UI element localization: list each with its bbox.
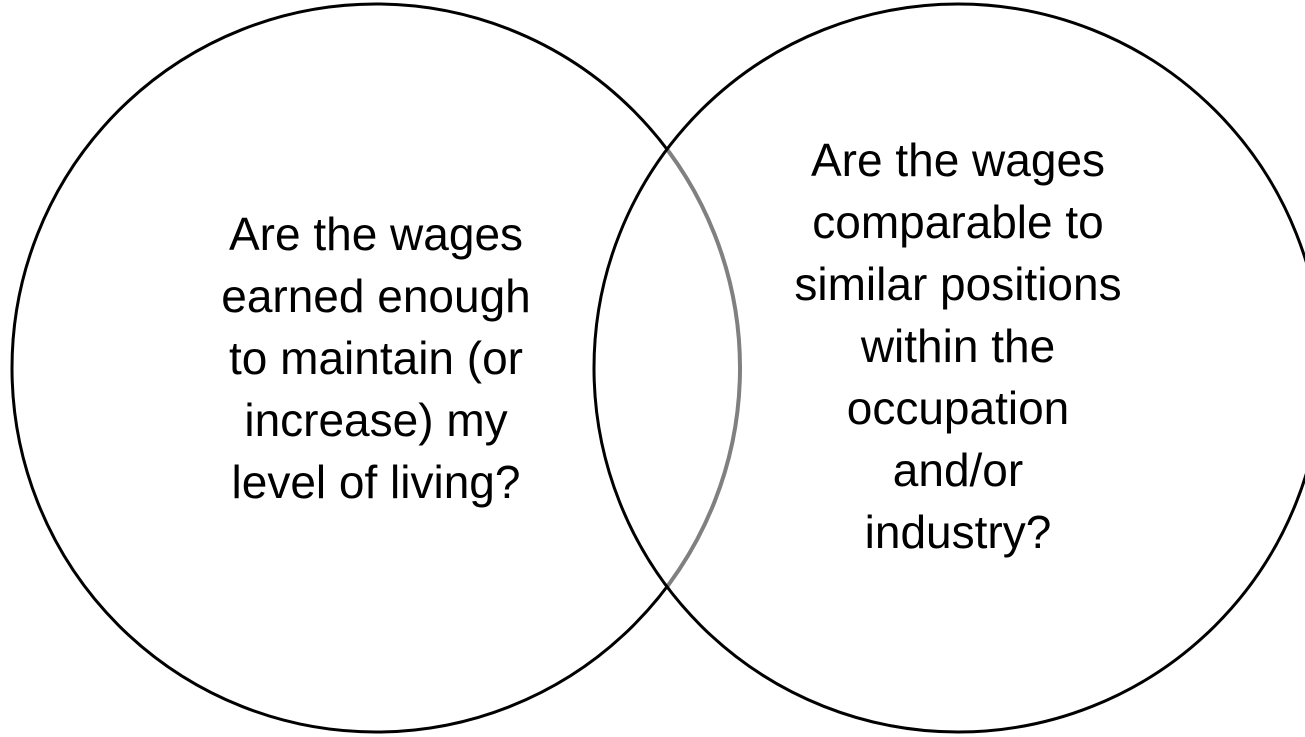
text-line: level of living? [232,456,521,508]
left-text: Are the wages earned enough to maintain (o… [221,208,531,508]
text-line: and/or [893,444,1023,496]
text-line: within the [860,320,1055,372]
text-line: earned enough [221,270,531,322]
text-line: comparable to [812,196,1104,248]
text-line: Are the wages [811,134,1105,186]
overlap-arc [594,4,742,732]
text-line: to maintain (or [229,332,523,384]
text-line: increase) my [244,394,507,446]
text-line: similar positions [794,258,1121,310]
text-line: occupation [847,382,1070,434]
text-line: Are the wages [229,208,523,260]
right-text: Are the wages comparable to similar positi… [794,134,1121,558]
text-line: industry? [865,506,1052,558]
right-circle [592,2,1305,734]
